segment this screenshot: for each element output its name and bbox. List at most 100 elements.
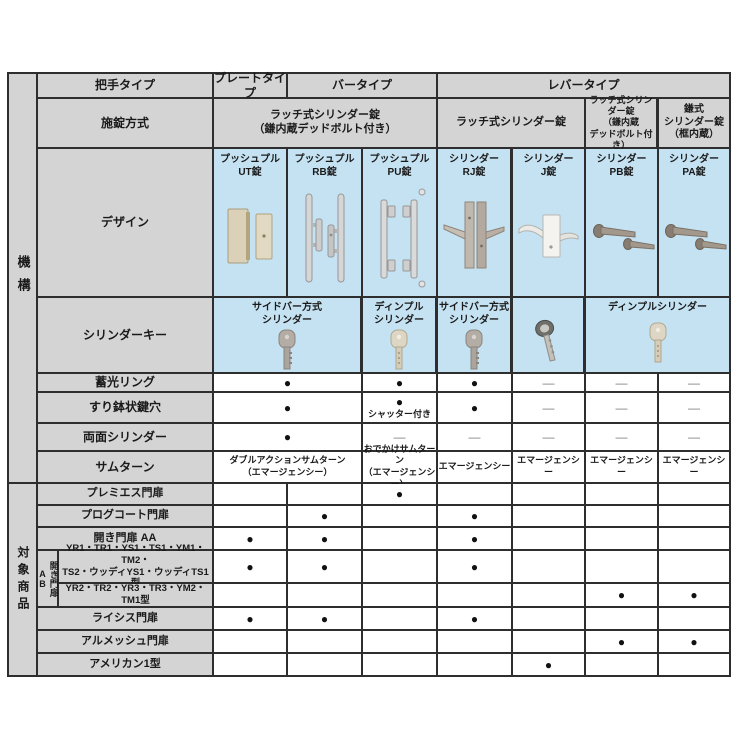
product-cell: [659, 528, 729, 549]
feature-cell: —: [513, 393, 584, 422]
feature-cell-text: エマージェンシー: [590, 455, 653, 477]
product-cell: [288, 654, 361, 675]
product-cell: [586, 528, 657, 549]
filled-dot-mark: ●: [283, 400, 292, 415]
sidebar-key-icon: [214, 327, 360, 372]
product-cell: [586, 551, 657, 582]
product-cell: ●: [288, 506, 361, 526]
filled-dot-mark: ●: [470, 531, 479, 546]
dash-mark: —: [542, 430, 555, 444]
feature-cell: —: [363, 424, 436, 450]
product-cell: [586, 506, 657, 526]
product-cell: [288, 584, 361, 606]
filled-dot-mark: ●: [395, 487, 404, 501]
product-cell: [363, 506, 436, 526]
product-cell: [363, 654, 436, 675]
locking-method-latch-deadbolt: ラッチ式シリンダー錠 （鎌内蔵デッドボルト付き）: [214, 99, 436, 147]
product-cell: [438, 654, 511, 675]
product-name-rj: シリンダー RJ錠: [449, 154, 499, 178]
product-cell: [659, 654, 729, 675]
filled-dot-mark: ●: [690, 634, 698, 649]
filled-dot-mark: ●: [283, 430, 292, 444]
feature-cell: エマージェンシー: [586, 452, 657, 482]
product-cell: [513, 631, 584, 652]
product-cell: ●: [288, 551, 361, 582]
feature-cell: —: [586, 374, 657, 391]
product-cell: ●: [288, 608, 361, 629]
filled-dot-mark: ●: [320, 531, 329, 546]
filled-dot-mark: ●: [617, 588, 626, 602]
feature-cell-text: エマージェンシー: [438, 461, 511, 472]
feature-cell: —: [438, 424, 511, 450]
feature-cell-text: エマージェンシー: [517, 455, 580, 477]
feature-cell-note: シャッター付き: [367, 408, 431, 419]
product-name-pu: プッシュプル PU錠: [369, 154, 430, 178]
product-row-label: YR2・TR2・YR3・TR3・YM2・TM1型: [59, 583, 212, 606]
product-cell: [214, 631, 286, 652]
sidebar-key-icon: [438, 327, 510, 372]
dash-mark: —: [688, 430, 700, 444]
feature-cell: エマージェンシー: [513, 452, 584, 482]
product-cell: [214, 484, 286, 504]
feature-row-label: 両面シリンダー: [38, 424, 212, 450]
feature-cell: —: [659, 374, 729, 391]
filled-dot-mark: ●: [395, 375, 404, 390]
feature-cell: —: [659, 393, 729, 422]
product-name-j: シリンダー J錠: [523, 154, 574, 178]
key-name: サイドバー方式 シリンダー: [439, 302, 509, 326]
filled-dot-mark: ●: [246, 611, 254, 626]
locking-method-kama: 鎌式 シリンダー錠 （框内蔵）: [659, 99, 729, 147]
design-cell-rb: プッシュプル RB錠: [288, 149, 361, 296]
product-cell: ●: [214, 528, 286, 549]
filled-dot-mark: ●: [470, 611, 479, 626]
product-cell: [363, 528, 436, 549]
product-cell: [363, 608, 436, 629]
design-cell-pa: シリンダー PA錠: [659, 149, 729, 296]
dash-mark: —: [542, 400, 555, 415]
feature-cell: ●: [363, 374, 436, 391]
handle-type-bar: バータイプ: [288, 74, 436, 97]
filled-dot-mark: ●: [246, 531, 254, 546]
feature-cell: エマージェンシー: [659, 452, 729, 482]
product-row-label: プログコート門扉: [38, 506, 212, 526]
feature-cell-text: エマージェンシー: [662, 455, 726, 477]
product-cell: [513, 484, 584, 504]
product-cell: [438, 484, 511, 504]
locking-method-latch-deadbolt-narrow: ラッチ式シリンダー錠 （鎌内蔵 デッドボルト付き）: [586, 95, 656, 150]
product-cell: ●: [214, 608, 286, 629]
product-cell: ●: [288, 528, 361, 549]
design-cell-j: シリンダー J錠: [513, 149, 584, 296]
lever-white-icon: [513, 179, 584, 296]
filled-dot-mark: ●: [470, 375, 479, 390]
key-name: ディンプル シリンダー: [374, 302, 424, 326]
feature-row-label: すり鉢状鍵穴: [38, 393, 212, 422]
product-name-ut: プッシュプル UT錠: [220, 154, 280, 178]
locking-method-latch: ラッチ式シリンダー錠: [438, 99, 584, 147]
product-cell: ●: [513, 654, 584, 675]
product-cell: ●: [438, 551, 511, 582]
filled-dot-mark: ●: [544, 657, 553, 672]
filled-dot-mark: ●: [246, 559, 254, 574]
filled-dot-mark: ●: [320, 559, 329, 574]
pushpull-bar-icon: [363, 179, 436, 296]
product-cell: [513, 506, 584, 526]
lever-plate-icon: [438, 179, 510, 296]
key-cell-rj: サイドバー方式 シリンダー: [438, 298, 510, 372]
key-cell-pu: ディンプル シリンダー: [363, 298, 435, 372]
product-cell: [586, 484, 657, 504]
product-cell: [513, 584, 584, 606]
product-cell: ●: [438, 528, 511, 549]
dash-mark: —: [615, 430, 628, 444]
dash-mark: —: [688, 400, 700, 415]
key-cell-j: [513, 298, 583, 372]
handle-type-plate: プレートタイプ: [214, 70, 287, 100]
feature-cell: ダブルアクションサムターン （エマージェンシー）: [214, 452, 361, 482]
product-cell: ●: [214, 551, 286, 582]
product-group-label-hiraki-ab: 開き門扉AB: [38, 551, 59, 606]
handle-type-lever: レバータイプ: [438, 74, 729, 97]
key-name: サイドバー方式 シリンダー: [252, 302, 322, 326]
product-cell: [513, 608, 584, 629]
filled-dot-mark: ●: [470, 400, 479, 415]
key-cell-ut-rb: サイドバー方式 シリンダー: [214, 298, 360, 372]
